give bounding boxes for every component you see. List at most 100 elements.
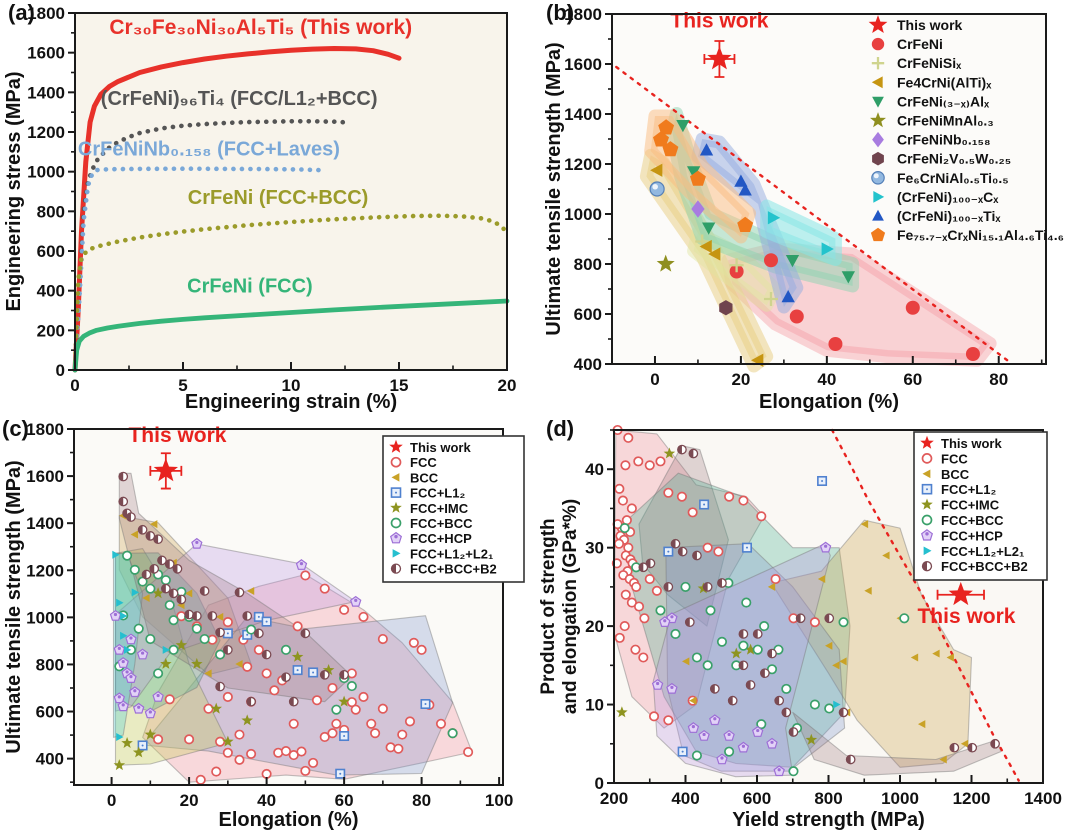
legend-label: FCC+IMC — [410, 501, 469, 516]
x-tick-label: 0 — [70, 376, 79, 395]
FCC+HCP-region — [652, 543, 831, 778]
marker-open-circle — [781, 683, 792, 694]
marker-open-circle — [234, 729, 245, 740]
legend-item: FCC — [390, 455, 437, 470]
marker-open-circle — [222, 747, 233, 758]
marker-open-circle — [663, 487, 674, 498]
x-axis-title: Engineering strain (%) — [185, 391, 397, 413]
marker-half-circle-half — [339, 670, 345, 680]
marker-tri-up — [699, 143, 714, 156]
marker-open-circle — [160, 575, 171, 586]
legend: This workFCCBCCFCC+L1₂FCC+IMCFCC+BCCFCC+… — [382, 435, 525, 583]
marker-half-circle-half — [922, 561, 927, 571]
y-tick-label: 10 — [585, 696, 604, 715]
series-FCC+L1₂+L2₁ — [112, 550, 171, 741]
marker-pentagon-half-dot — [299, 562, 304, 566]
y-tick-label: 200 — [37, 321, 65, 340]
marker-half-circle-half — [289, 697, 294, 706]
marker-open-circle — [168, 615, 179, 626]
curve-CrFeNi (FCC+BCC) — [72, 213, 510, 373]
legend-label: FCC+HCP — [941, 528, 1003, 543]
legend-label: FCC+L1₂+L2₁ — [410, 546, 493, 561]
marker-circle — [965, 347, 980, 361]
marker-tri-left — [871, 76, 883, 89]
y-tick-label: 1000 — [564, 205, 602, 224]
marker-half-circle-half — [692, 551, 697, 560]
marker-pentagon — [737, 216, 754, 232]
marker-open-circle — [809, 617, 820, 628]
marker-half-circle-half — [161, 584, 166, 593]
x-tick-label: 40 — [257, 791, 276, 810]
legend-item: This work — [920, 435, 1002, 451]
marker-open-circle — [261, 668, 272, 679]
x-tick-label: 40 — [817, 370, 836, 389]
x-tick-label: 100 — [485, 791, 513, 810]
marker-open-circle — [752, 644, 763, 655]
BCC-region — [770, 519, 973, 768]
dashed-trend-line — [615, 65, 1013, 365]
marker-pentagon-half-dot — [702, 732, 706, 737]
marker-tri-right — [120, 611, 128, 620]
marker-open-circle — [639, 613, 650, 624]
marker-pentagon-half-dot — [117, 695, 121, 699]
marker-open-circle — [390, 517, 402, 529]
y-axis-title: Ultimate tensile strength (MPa) — [543, 42, 565, 335]
curve-CrFeNiNb₀.₁₅₈ (FCC+Laves) — [72, 166, 322, 373]
x-tick-label: 20 — [731, 370, 750, 389]
marker-star-small — [322, 664, 335, 675]
marker-open-circle — [756, 719, 767, 730]
marker-open-circle — [377, 633, 388, 645]
marker-open-circle — [308, 757, 319, 768]
x-tick-label: 200 — [600, 789, 628, 808]
marker-tri-left — [817, 575, 826, 584]
legend-item: BCC — [391, 470, 439, 485]
y-axis-title-line1: Product of strength — [540, 518, 559, 694]
marker-open-circle — [358, 691, 369, 702]
legend-label: Fe₇₅.₇₋ₓCrₓNi₁₅.₁Al₄.₆Ti₄.₆ — [897, 227, 1064, 243]
marker-square-open-dot — [141, 744, 144, 747]
marker-pentagon-half-dot — [117, 646, 121, 650]
marker-square-open-dot — [667, 550, 670, 553]
marker-half-circle-half — [710, 684, 715, 694]
x-tick-label: 800 — [814, 789, 842, 808]
marker-open-circle — [280, 746, 292, 757]
marker-star — [389, 439, 403, 453]
FCC-region — [142, 573, 473, 783]
marker-star-small — [744, 643, 757, 655]
marker-half-circle-half — [169, 589, 174, 598]
panel-c-uts-vs-elongation-phases: This work 0 20 40 60 80 100 400 600 800 1000 1200 14… — [0, 418, 540, 836]
legend-label: FCC+HCP — [410, 531, 472, 546]
legend-label: This work — [410, 440, 471, 455]
marker-half-circle-half — [301, 629, 306, 638]
legend-item: Fe₇₅.₇₋ₓCrₓNi₁₅.₁Al₄.₆Ti₄.₆ — [870, 227, 1064, 243]
legend-label: Fe₆CrNiAl₀.₅Ti₀.₅ — [897, 170, 1009, 186]
legend-label: FCC+L1₂ — [941, 482, 996, 497]
x-tick-label: 1000 — [881, 789, 919, 808]
marker-hexagon — [872, 151, 884, 166]
marker-half-circle-half — [223, 645, 228, 655]
y-tick-label: 600 — [37, 242, 65, 261]
marker-tri-left — [839, 657, 847, 666]
marker-half-circle-half — [177, 595, 182, 604]
marker-open-circle — [838, 617, 849, 628]
annotation-this-work: This work — [917, 605, 1015, 628]
marker-plus — [729, 258, 744, 273]
marker-tri-right — [767, 211, 781, 225]
x-tick-label: 60 — [335, 791, 354, 810]
y-tick-label: 0 — [595, 774, 604, 793]
panel-d-pse-vs-yield: This work 200 400 600 800 1000 1200 1400 0 10 20 30… — [540, 418, 1080, 836]
marker-open-circle — [620, 589, 631, 600]
marker-half-circle-half — [728, 696, 733, 705]
marker-open-circle — [269, 685, 280, 696]
y-tick-label: 400 — [574, 355, 602, 374]
marker-tri-up — [734, 174, 748, 187]
marker-half-circle-half — [846, 755, 851, 764]
marker-open-circle — [614, 483, 625, 494]
marker-open-circle — [222, 617, 233, 628]
marker-open-circle — [122, 550, 133, 561]
marker-tri-down — [686, 166, 701, 179]
x-tick-label: 15 — [390, 376, 409, 395]
marker-open-circle — [292, 621, 303, 632]
marker-star — [920, 435, 934, 449]
marker-half-circle-half — [262, 650, 267, 659]
